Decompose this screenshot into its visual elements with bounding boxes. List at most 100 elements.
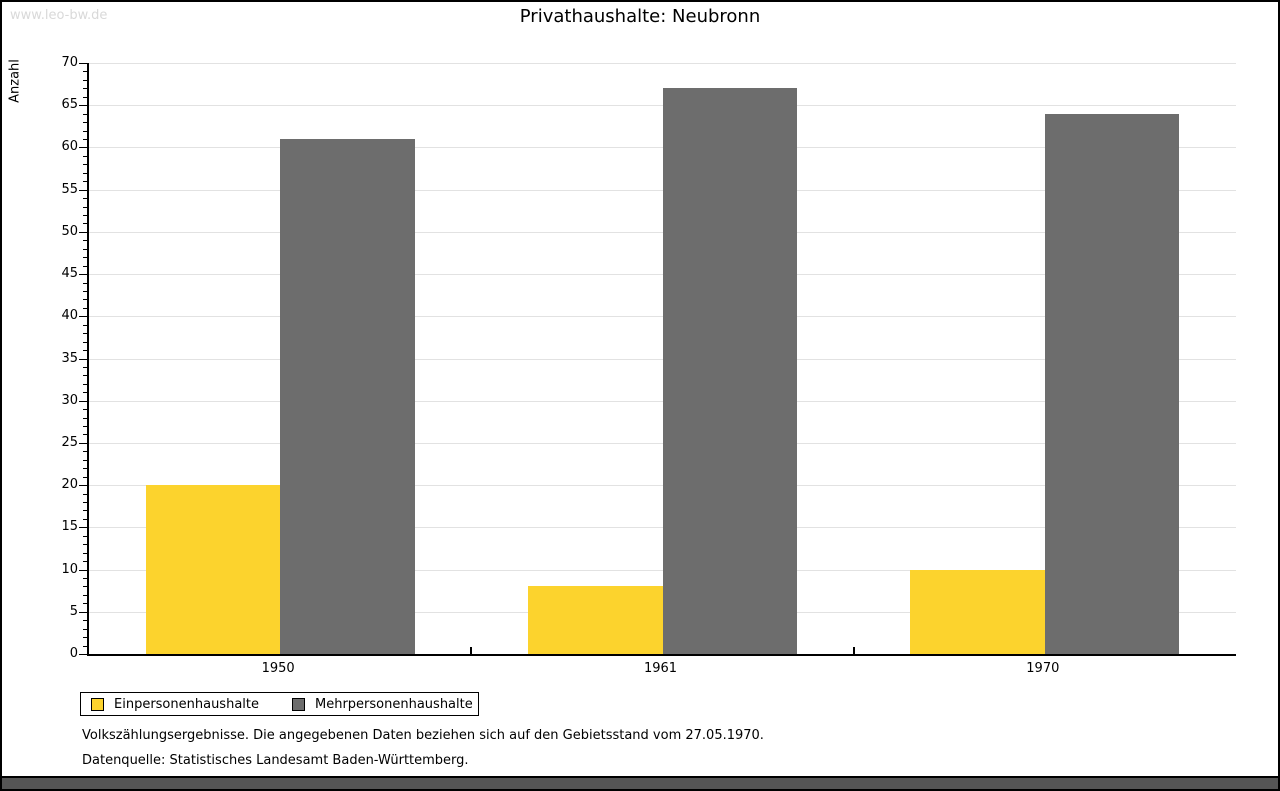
- y-minor-tick-56: [83, 181, 87, 183]
- y-minor-tick-69: [83, 71, 87, 73]
- y-tick-label-20: 20: [61, 477, 78, 493]
- y-major-tick-70: [79, 63, 87, 64]
- y-minor-tick-24: [83, 451, 87, 453]
- y-minor-tick-47: [83, 257, 87, 259]
- footnote-datenquelle: Datenquelle: Statistisches Landesamt Bad…: [82, 753, 469, 768]
- legend-item-einpersonenhaushalte: Einpersonenhaushalte: [91, 697, 259, 712]
- y-major-tick-15: [79, 527, 87, 529]
- y-major-tick-0: [79, 654, 87, 655]
- y-tick-label-60: 60: [61, 139, 78, 155]
- y-tick-label-50: 50: [61, 223, 78, 239]
- y-minor-tick-27: [83, 426, 87, 428]
- y-major-tick-30: [79, 400, 87, 402]
- y-minor-tick-61: [83, 138, 87, 140]
- y-minor-tick-36: [83, 350, 87, 352]
- y-minor-tick-62: [83, 130, 87, 132]
- y-tick-label-65: 65: [61, 97, 78, 113]
- y-minor-tick-53: [83, 206, 87, 208]
- x-tick-label-1970: 1970: [1026, 661, 1060, 676]
- x-tick-label-1961: 1961: [643, 661, 678, 676]
- bar-mehrpersonenhaushalte-1961: [662, 88, 797, 654]
- y-minor-tick-49: [83, 240, 87, 242]
- y-tick-label-35: 35: [61, 350, 78, 366]
- y-minor-tick-66: [83, 96, 87, 98]
- y-minor-tick-38: [83, 333, 87, 335]
- watermark: www.leo-bw.de: [10, 8, 108, 23]
- y-major-tick-60: [79, 147, 87, 149]
- gridline-70: [89, 63, 1236, 64]
- y-minor-tick-58: [83, 164, 87, 166]
- y-minor-tick-8: [83, 586, 87, 588]
- y-minor-tick-44: [83, 282, 87, 284]
- y-minor-tick-32: [83, 383, 87, 385]
- bar-einpersonenhaushalte-1961: [528, 586, 663, 654]
- y-tick-label-25: 25: [61, 434, 78, 450]
- y-minor-tick-7: [83, 594, 87, 596]
- y-minor-tick-18: [83, 502, 87, 504]
- bottom-strip: [2, 776, 1278, 789]
- y-tick-label-5: 5: [69, 603, 78, 619]
- y-major-tick-55: [79, 189, 87, 191]
- bar-einpersonenhaushalte-1970: [910, 569, 1045, 654]
- legend-label-einpersonenhaushalte: Einpersonenhaushalte: [114, 696, 259, 712]
- y-minor-tick-51: [83, 223, 87, 225]
- legend-item-mehrpersonenhaushalte: Mehrpersonenhaushalte: [292, 697, 473, 712]
- y-minor-tick-57: [83, 172, 87, 174]
- y-minor-tick-23: [83, 459, 87, 461]
- y-minor-tick-9: [83, 578, 87, 579]
- y-minor-tick-42: [83, 299, 87, 301]
- y-minor-tick-48: [83, 248, 87, 250]
- y-minor-tick-46: [83, 265, 87, 267]
- chart-title: Privathaushalte: Neubronn: [519, 6, 761, 27]
- y-minor-tick-37: [83, 341, 87, 343]
- plot-area: [87, 63, 1236, 656]
- y-minor-tick-43: [83, 290, 87, 292]
- y-major-tick-45: [79, 274, 87, 276]
- y-tick-label-45: 45: [61, 266, 78, 282]
- bar-mehrpersonenhaushalte-1950: [280, 139, 415, 654]
- y-minor-tick-26: [83, 434, 87, 436]
- y-major-tick-25: [79, 442, 87, 444]
- y-minor-tick-13: [83, 544, 87, 546]
- y-tick-label-40: 40: [61, 308, 78, 324]
- y-minor-tick-22: [83, 468, 87, 470]
- y-minor-tick-64: [83, 113, 87, 115]
- y-minor-tick-67: [83, 88, 87, 90]
- y-minor-tick-14: [83, 535, 87, 537]
- y-minor-tick-2: [83, 637, 87, 639]
- y-axis-ticks: [79, 63, 87, 655]
- y-major-tick-5: [79, 611, 87, 613]
- y-major-tick-65: [79, 105, 87, 107]
- y-major-tick-35: [79, 358, 87, 360]
- y-minor-tick-4: [83, 620, 87, 622]
- y-minor-tick-34: [83, 366, 87, 368]
- y-minor-tick-11: [83, 561, 87, 563]
- y-minor-tick-52: [83, 214, 87, 216]
- y-minor-tick-21: [83, 476, 87, 478]
- y-axis-tick-labels: 0 5 10 15 20 25 30 35 40 45 50 55 60 65 70: [44, 55, 78, 663]
- y-major-tick-20: [79, 485, 87, 487]
- y-minor-tick-33: [83, 375, 87, 377]
- y-tick-label-0: 0: [69, 646, 78, 661]
- y-minor-tick-6: [83, 603, 87, 605]
- bar-einpersonenhaushalte-1950: [145, 485, 281, 654]
- y-major-tick-40: [79, 316, 87, 318]
- y-tick-label-70: 70: [61, 55, 78, 70]
- legend: Einpersonenhaushalte Mehrpersonenhaushal…: [80, 692, 479, 716]
- y-axis-label: Anzahl: [7, 59, 23, 103]
- legend-swatch-mehrpersonenhaushalte: [292, 697, 305, 711]
- y-minor-tick-39: [83, 324, 87, 326]
- y-tick-label-30: 30: [61, 392, 78, 408]
- y-tick-label-15: 15: [61, 519, 78, 535]
- y-tick-label-55: 55: [61, 181, 78, 197]
- y-minor-tick-63: [83, 122, 87, 124]
- y-minor-tick-41: [83, 307, 87, 309]
- x-axis-boundary-tick: [470, 647, 473, 654]
- y-minor-tick-59: [83, 155, 87, 157]
- y-major-tick-50: [79, 231, 87, 233]
- y-minor-tick-28: [83, 417, 87, 419]
- x-tick-label-1950: 1950: [261, 661, 295, 676]
- y-minor-tick-19: [83, 493, 87, 495]
- legend-swatch-einpersonenhaushalte: [91, 697, 104, 711]
- y-minor-tick-3: [83, 628, 87, 630]
